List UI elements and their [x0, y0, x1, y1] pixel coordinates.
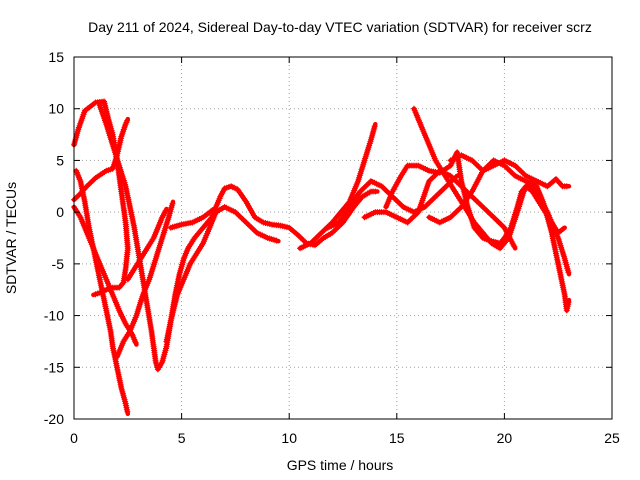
x-tick-label: 20 [497, 430, 513, 446]
y-ticks: -20 -15 -10 -5 0 5 10 15 [44, 49, 612, 427]
series-line [362, 168, 518, 251]
series-plus-markers [361, 167, 518, 250]
y-tick-label: 0 [56, 204, 64, 220]
series-track-9 [167, 206, 217, 231]
series-plus-markers [167, 207, 216, 231]
plot-frame [73, 56, 613, 420]
y-tick-label: 5 [56, 152, 64, 168]
series-layer [71, 98, 572, 417]
series-track-8 [163, 204, 281, 345]
grid [74, 57, 612, 419]
series-plus-markers [447, 152, 570, 190]
series-plus-markers [163, 204, 280, 345]
series-track-7 [124, 206, 169, 283]
series-line [164, 204, 281, 344]
series-track-4 [71, 204, 139, 347]
series-plus-markers [124, 207, 169, 283]
series-track-6 [114, 199, 176, 360]
y-tick-label: -5 [52, 256, 65, 272]
series-plus-markers [114, 200, 176, 360]
y-tick-label: -20 [44, 411, 64, 427]
x-tick-label: 5 [178, 430, 186, 446]
series-plus-markers [324, 174, 459, 231]
y-tick-label: 10 [48, 101, 64, 117]
x-tick-label: 10 [281, 430, 297, 446]
y-axis-label: SDTVAR / TECUs [3, 182, 19, 294]
x-tick-label: 25 [604, 430, 620, 446]
chart-title: Day 211 of 2024, Sidereal Day-to-day VTE… [88, 19, 592, 35]
x-tick-label: 15 [389, 430, 405, 446]
x-axis-label: GPS time / hours [287, 457, 394, 473]
series-track-5 [96, 102, 380, 373]
x-ticks: 0 5 10 15 20 25 [70, 57, 620, 446]
series-line [97, 103, 380, 372]
y-tick-label: -10 [44, 308, 64, 324]
y-tick-label: 15 [48, 49, 64, 65]
y-tick-label: -15 [44, 359, 64, 375]
series-track-16 [447, 152, 572, 190]
series-plus-markers [96, 102, 379, 373]
x-tick-label: 0 [70, 430, 78, 446]
